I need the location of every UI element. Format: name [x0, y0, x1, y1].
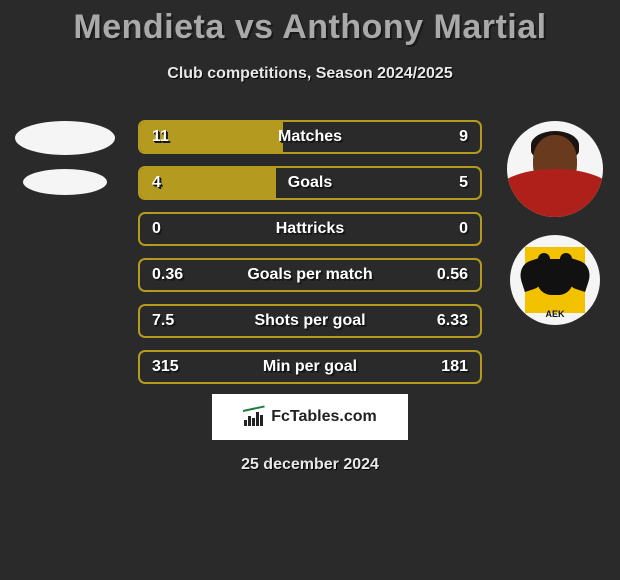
stat-value-right: 0.56: [437, 266, 468, 284]
right-club-badge: AEK: [510, 235, 600, 325]
stat-label: Min per goal: [140, 358, 480, 376]
stat-row: 0.36Goals per match0.56: [138, 258, 482, 292]
right-player-column: AEK: [500, 115, 610, 325]
stat-label: Matches: [140, 128, 480, 146]
stat-label: Hattricks: [140, 220, 480, 238]
stat-row: 4Goals5: [138, 166, 482, 200]
stat-row: 0Hattricks0: [138, 212, 482, 246]
right-player-photo: [507, 121, 603, 217]
brand-text: FcTables.com: [271, 408, 377, 426]
club-abbrev: AEK: [510, 309, 600, 319]
left-club-badge-placeholder: [23, 169, 107, 195]
brand-banner: FcTables.com: [212, 394, 408, 440]
date-label: 25 december 2024: [0, 456, 620, 474]
subtitle: Club competitions, Season 2024/2025: [0, 65, 620, 83]
player-jersey: [507, 169, 603, 217]
stats-rows: 11Matches9 4Goals5 0Hattricks0 0.36Goals pe…: [138, 120, 482, 396]
stat-value-right: 0: [459, 220, 468, 238]
brand-logo-icon: [243, 408, 265, 426]
eagle-icon: [560, 253, 572, 265]
stat-label: Shots per goal: [140, 312, 480, 330]
left-player-photo-placeholder: [15, 121, 115, 155]
stat-row: 315Min per goal181: [138, 350, 482, 384]
stat-value-right: 9: [459, 128, 468, 146]
stat-value-right: 6.33: [437, 312, 468, 330]
stat-value-right: 5: [459, 174, 468, 192]
page-title: Mendieta vs Anthony Martial: [0, 0, 620, 47]
stat-label: Goals: [140, 174, 480, 192]
stat-label: Goals per match: [140, 266, 480, 284]
left-player-column: [10, 115, 120, 209]
stat-value-right: 181: [441, 358, 468, 376]
stat-row: 7.5Shots per goal6.33: [138, 304, 482, 338]
stat-row: 11Matches9: [138, 120, 482, 154]
eagle-icon: [538, 253, 550, 265]
